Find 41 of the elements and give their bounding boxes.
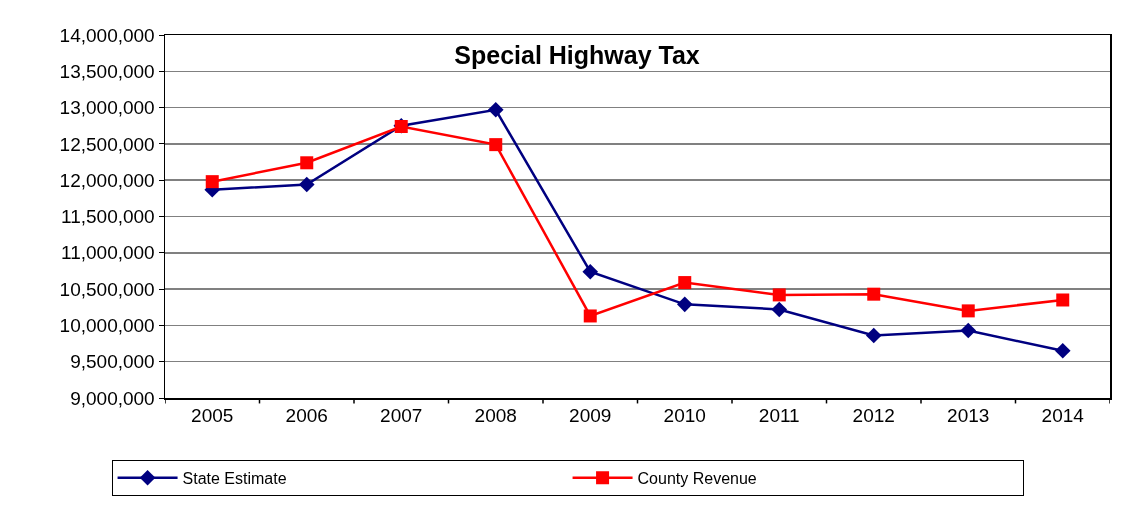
point	[298, 176, 315, 193]
point	[300, 156, 314, 170]
y-tick-label: 10,000,000	[59, 315, 155, 337]
point	[867, 287, 881, 301]
x-tick-label: 2009	[569, 405, 612, 427]
point	[960, 322, 977, 339]
x-tick-label: 2010	[663, 405, 706, 427]
x-tick-label: 2013	[947, 405, 990, 427]
y-tick-label: 11,500,000	[61, 206, 155, 228]
point	[205, 175, 219, 189]
point	[1056, 293, 1070, 307]
y-tick-label: 13,500,000	[59, 60, 155, 82]
point	[772, 288, 786, 302]
y-tick-label: 14,000,000	[59, 24, 155, 46]
x-tick-label: 2008	[474, 405, 517, 427]
point	[961, 304, 975, 318]
x-tick-label: 2012	[852, 405, 895, 427]
y-tick-label: 12,500,000	[59, 133, 155, 155]
y-tick-label: 13,000,000	[59, 97, 155, 119]
point	[487, 101, 504, 118]
y-tick-label: 12,000,000	[59, 169, 155, 191]
point	[1054, 343, 1071, 359]
point	[489, 138, 503, 152]
point	[678, 276, 692, 290]
x-tick-label: 2007	[380, 405, 423, 427]
point	[771, 301, 788, 318]
point	[582, 263, 599, 280]
x-tick-label: 2014	[1041, 405, 1085, 427]
y-tick-label: 9,500,000	[70, 351, 155, 373]
legend-label: County Revenue	[637, 470, 757, 487]
x-tick-label: 2011	[758, 405, 800, 427]
legend-label: State Estimate	[182, 470, 287, 487]
y-tick-label: 9,000,000	[70, 387, 155, 409]
y-tick-label: 11,000,000	[61, 242, 155, 264]
point	[583, 309, 597, 323]
point	[865, 327, 882, 344]
point	[676, 296, 693, 313]
chart-title: Special Highway Tax	[454, 40, 700, 69]
x-tick-label: 2006	[285, 405, 328, 427]
y-tick-label: 10,500,000	[59, 278, 155, 300]
x-tick-label: 2005	[191, 405, 234, 427]
